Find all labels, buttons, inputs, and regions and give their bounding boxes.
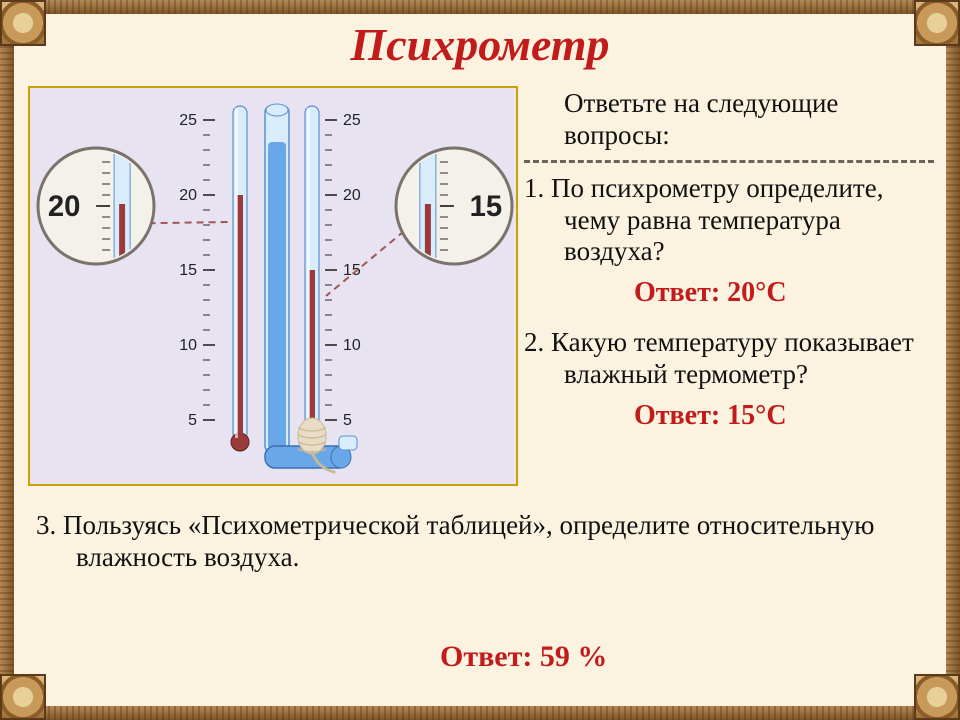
svg-text:25: 25 — [343, 112, 361, 129]
frame-border-top — [0, 0, 960, 14]
svg-text:25: 25 — [179, 112, 197, 129]
question-block: Ответьте на следующие вопросы: 1. По пси… — [524, 88, 934, 450]
svg-text:20: 20 — [179, 187, 197, 204]
frame-border-bottom — [0, 706, 960, 720]
question-3-num: 3. — [36, 510, 56, 540]
question-1: 1. По психрометру определите, чему равна… — [524, 173, 934, 269]
svg-text:20: 20 — [48, 191, 81, 223]
psychrometer-diagram: 5101520255101520252015 — [28, 86, 518, 486]
svg-text:5: 5 — [343, 412, 352, 429]
svg-text:15: 15 — [470, 191, 503, 223]
question-2-num: 2. — [524, 327, 544, 357]
question-1-num: 1. — [524, 173, 544, 203]
question-3-text: Пользуясь «Психометрической таблицей», о… — [63, 510, 874, 572]
psychrometer-svg: 5101520255101520252015 — [30, 88, 516, 484]
answer-3: Ответ: 59 % — [440, 640, 607, 674]
svg-text:5: 5 — [188, 412, 197, 429]
intro-text: Ответьте на следующие вопросы: — [524, 88, 934, 152]
answer-1: Ответ: 20°С — [524, 276, 934, 309]
frame-border-left — [0, 0, 14, 720]
question-2: 2. Какую температуру показывает влажный … — [524, 327, 934, 391]
page-title: Психрометр — [0, 18, 960, 71]
frame-corner-br — [914, 674, 960, 720]
question-1-text: По психрометру определите, чему равна те… — [551, 173, 883, 267]
frame-corner-bl — [0, 674, 46, 720]
answer-2: Ответ: 15°С — [524, 399, 934, 432]
divider-line — [524, 160, 934, 163]
svg-text:10: 10 — [343, 337, 361, 354]
svg-text:15: 15 — [179, 262, 197, 279]
slide: Психрометр 5101520255101520252015 Ответь… — [0, 0, 960, 720]
question-3: 3. Пользуясь «Психометрической таблицей»… — [36, 510, 916, 574]
question-2-text: Какую температуру показывает влажный тер… — [551, 327, 914, 389]
frame-border-right — [946, 0, 960, 720]
svg-text:10: 10 — [179, 337, 197, 354]
svg-text:20: 20 — [343, 187, 361, 204]
